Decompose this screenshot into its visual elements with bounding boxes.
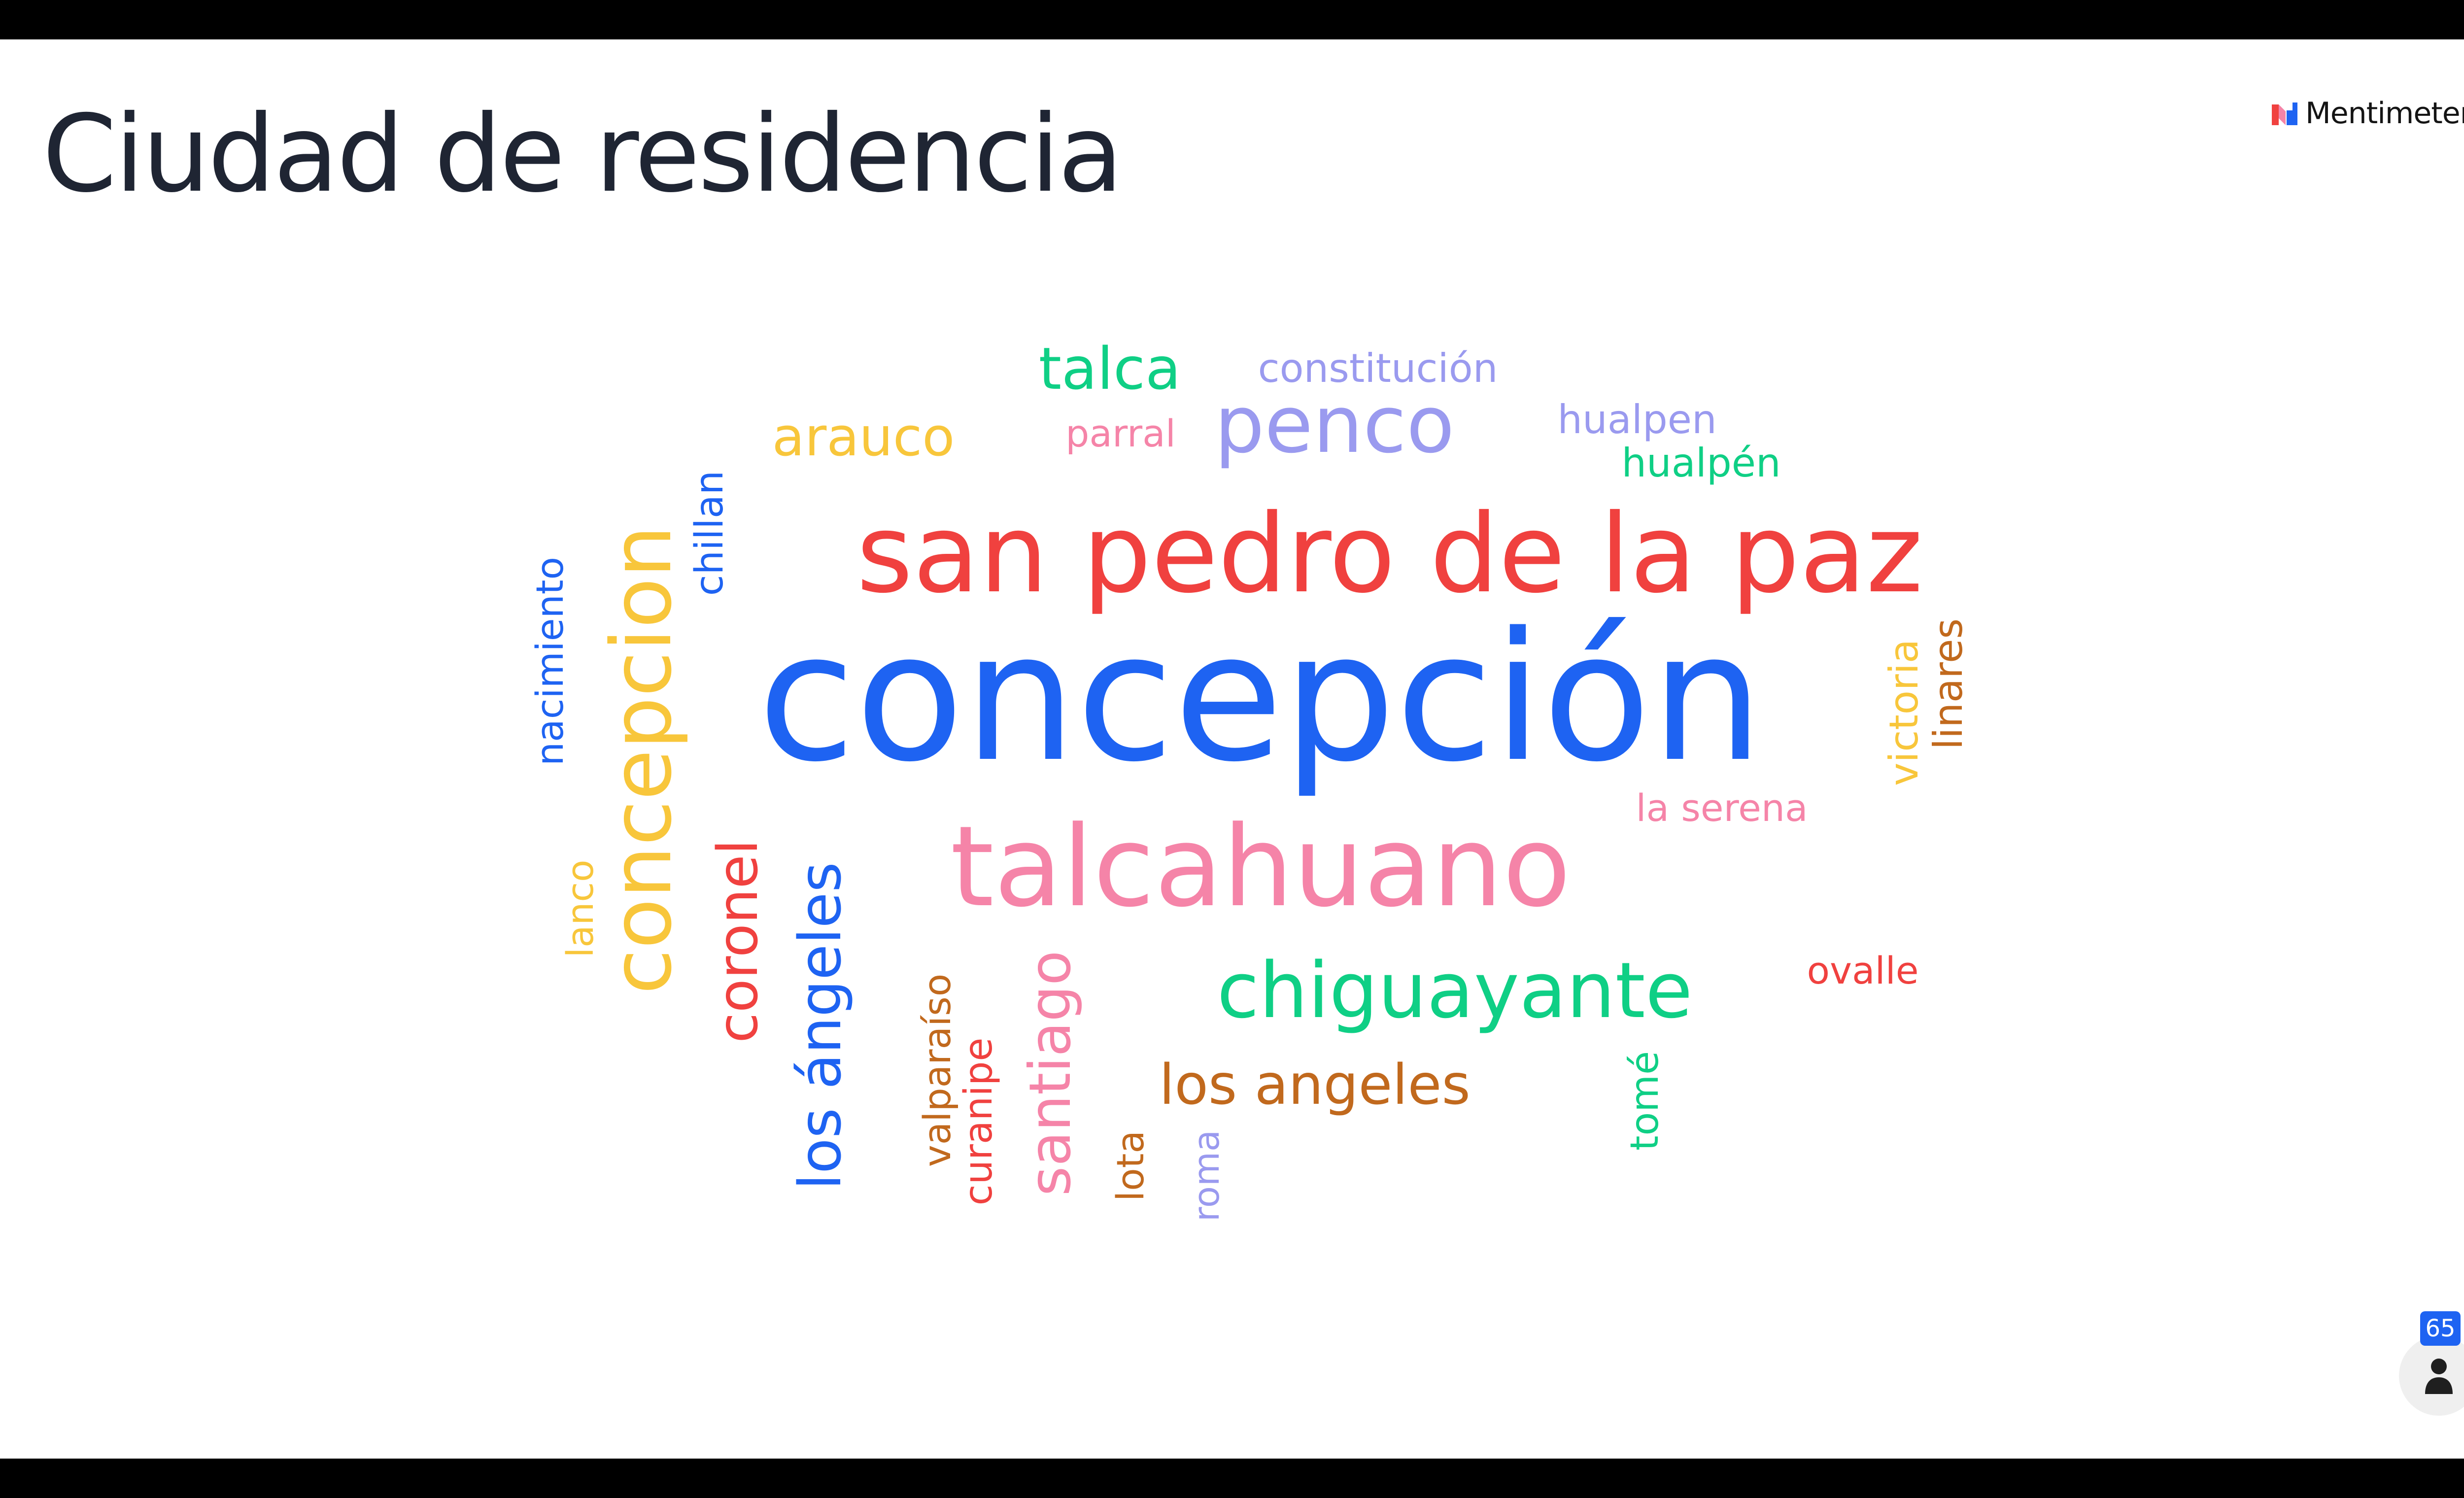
participant-count-badge: 65: [2420, 1311, 2461, 1346]
word-cloud-word: lota: [1108, 1130, 1152, 1201]
presentation-slide: Ciudad de residencia Mentimeter concepci…: [0, 39, 2464, 1459]
word-cloud-word: curanipe: [957, 1037, 1001, 1206]
word-cloud-word: los ángeles: [786, 862, 854, 1190]
word-cloud-word: penco: [1214, 378, 1455, 471]
word-cloud-word: arauco: [772, 407, 955, 468]
word-cloud-word: santiago: [1017, 950, 1084, 1196]
word-cloud-word: ovalle: [1807, 949, 1919, 992]
word-cloud-word: san pedro de la paz: [856, 491, 1923, 617]
participants-widget[interactable]: 65: [2399, 1311, 2464, 1416]
word-cloud-word: linares: [1925, 618, 1971, 750]
mentimeter-brand: Mentimeter: [2271, 96, 2464, 131]
word-cloud-word: hualpén: [1621, 440, 1781, 486]
letterbox-bottom: [0, 1459, 2464, 1498]
letterbox-top: [0, 0, 2464, 39]
person-icon: [2425, 1359, 2453, 1394]
brand-name: Mentimeter: [2305, 96, 2464, 131]
word-cloud: concepción san pedro de la paz talcahuan…: [0, 39, 2464, 1459]
word-cloud-word: nacimiento: [528, 556, 572, 766]
word-cloud-word: lanco: [559, 859, 602, 958]
word-cloud-word: chillan: [687, 470, 732, 596]
word-cloud-word: talcahuano: [950, 802, 1571, 932]
word-cloud-word: coronel: [706, 839, 770, 1043]
word-cloud-word: concepción: [757, 594, 1764, 801]
word-cloud-word: hualpen: [1557, 397, 1717, 443]
word-cloud-word: parral: [1065, 411, 1176, 455]
word-cloud-word: los angeles: [1159, 1053, 1471, 1117]
word-cloud-word: tomé: [1623, 1051, 1667, 1151]
word-cloud-word: talca: [1038, 335, 1181, 403]
word-cloud-word: concepcion: [593, 525, 690, 995]
mentimeter-logo-icon: [2272, 102, 2297, 125]
word-cloud-word: valparaíso: [915, 973, 959, 1167]
word-cloud-word: roma: [1186, 1129, 1227, 1222]
word-cloud-word: victoria: [1881, 639, 1927, 786]
word-cloud-word: constitución: [1258, 345, 1498, 391]
slide-title: Ciudad de residencia: [42, 92, 1123, 216]
word-cloud-word: chiguayante: [1217, 946, 1693, 1035]
word-cloud-word: la serena: [1636, 786, 1808, 830]
participants-button[interactable]: [2399, 1336, 2464, 1416]
